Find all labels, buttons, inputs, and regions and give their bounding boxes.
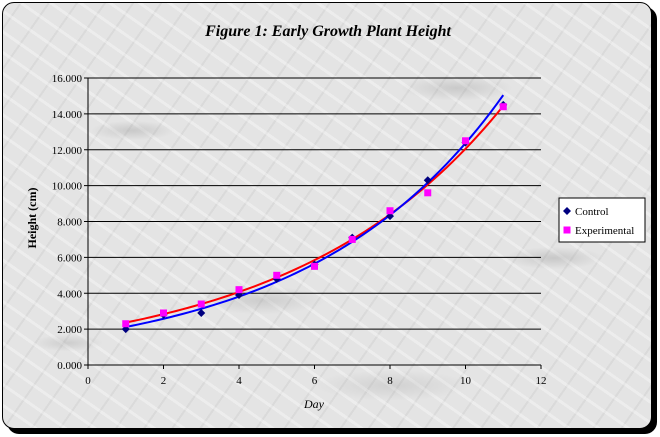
- y-tick-label: 2.000: [57, 324, 82, 336]
- grid-layer: [88, 77, 541, 330]
- chart-svg: Figure 1: Early Growth Plant Height 0.00…: [25, 23, 646, 411]
- axes-layer: 0.000 2.000 4.000 6.000 8.000 10.000 12.000 14.…: [52, 73, 547, 387]
- x-tick-label: 10: [460, 375, 472, 387]
- trend-layer: [125, 94, 505, 328]
- y-tick-label: 12.000: [52, 145, 83, 157]
- legend-marker-control: [563, 207, 571, 215]
- chart-title: Figure 1: Early Growth Plant Height: [204, 23, 451, 40]
- point-experimental: [160, 309, 167, 317]
- chart-frame: Figure 1: Early Growth Plant Height 0.00…: [2, 2, 652, 429]
- legend: Control Experimental: [558, 197, 646, 243]
- point-experimental: [424, 189, 432, 197]
- x-tick-label: 6: [312, 375, 318, 387]
- point-experimental: [122, 320, 130, 328]
- point-experimental: [386, 207, 394, 215]
- legend-label-control: Control: [575, 206, 609, 218]
- x-tick-label: 0: [85, 375, 91, 387]
- y-tick-label: 14.000: [52, 109, 83, 121]
- trendline-experimental: [125, 105, 505, 324]
- trendline-control: [125, 94, 505, 328]
- points-layer: [121, 100, 508, 334]
- y-tick-label: 10.000: [52, 181, 83, 193]
- x-tick-label: 12: [536, 375, 547, 387]
- y-tick-label: 4.000: [57, 288, 82, 300]
- y-tick-label: 0.000: [57, 360, 82, 372]
- legend-box: [558, 197, 646, 243]
- point-experimental: [197, 300, 205, 308]
- point-control: [197, 308, 206, 317]
- point-experimental: [235, 286, 243, 294]
- point-experimental: [348, 235, 356, 243]
- point-experimental: [311, 262, 318, 270]
- point-control: [423, 176, 432, 185]
- y-axis-label: Height (cm): [25, 188, 39, 249]
- x-tick-label: 8: [387, 375, 393, 387]
- y-tick-label: 6.000: [57, 252, 82, 264]
- x-tick-label: 4: [236, 375, 242, 387]
- point-experimental: [499, 103, 507, 111]
- x-tick-label: 2: [161, 375, 167, 387]
- y-tick-label: 8.000: [57, 217, 82, 229]
- x-axis-label: Day: [303, 397, 325, 411]
- legend-label-experimental: Experimental: [575, 225, 634, 237]
- legend-marker-experimental: [563, 226, 571, 234]
- y-tick-label: 16.000: [52, 73, 83, 85]
- point-experimental: [273, 271, 281, 279]
- point-experimental: [462, 137, 469, 145]
